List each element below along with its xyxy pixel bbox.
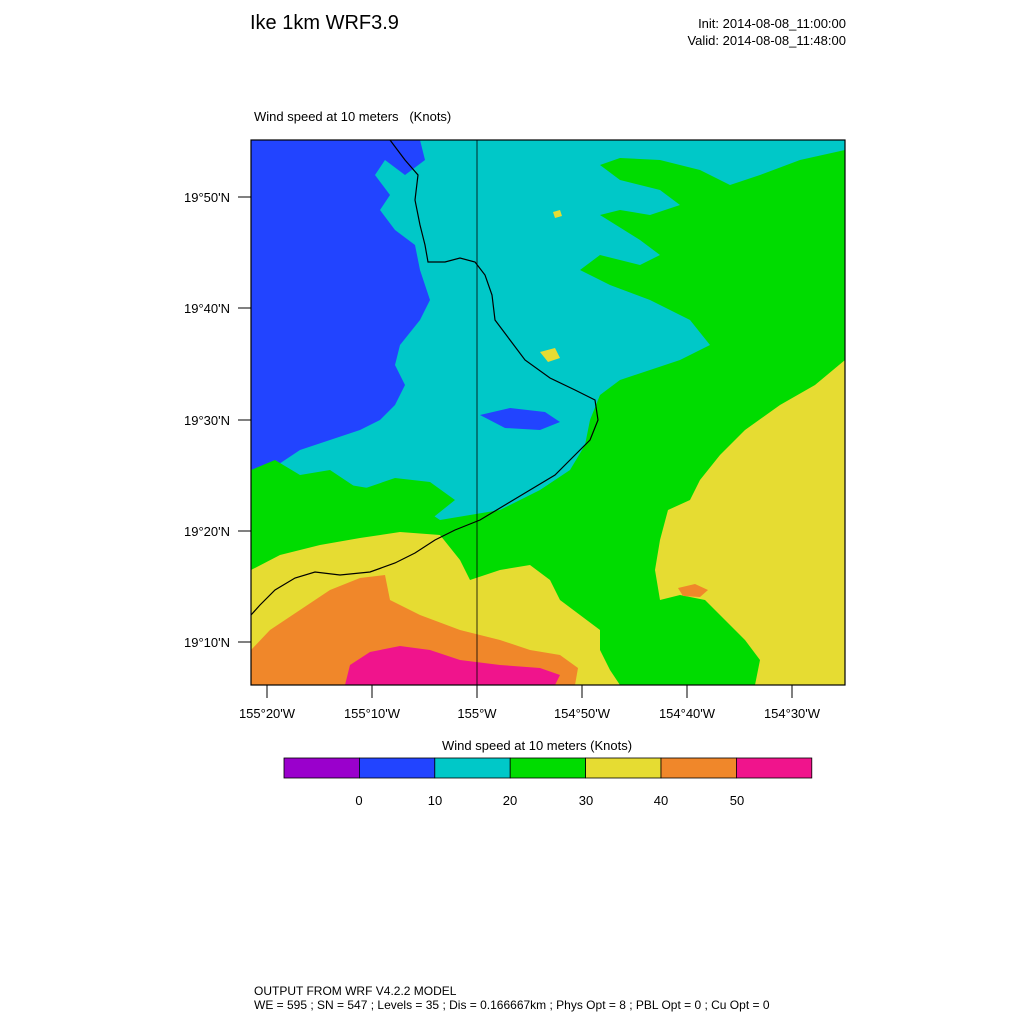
lon-label-155-10: 155°10'W [344, 706, 401, 721]
wind-region-30-40-east [655, 360, 845, 685]
map-frame [250, 139, 846, 686]
legend-swatch [283, 757, 360, 779]
legend-labels: 0 10 20 30 40 50 [355, 793, 744, 808]
plot-title: Ike 1km WRF3.9 [250, 12, 399, 34]
lon-label-154-30: 154°30'W [764, 706, 821, 721]
init-time: Init: 2014-08-08_11:00:00 [698, 16, 846, 31]
legend-label-0: 0 [355, 793, 362, 808]
legend-label-30: 30 [579, 793, 593, 808]
legend-label-10: 10 [428, 793, 442, 808]
coastline [251, 140, 599, 616]
legend-swatch [660, 757, 737, 779]
wind-patch-0-10-center [480, 408, 560, 430]
lat-label-19-30: 19°30'N [184, 413, 230, 428]
wind-region-40-50 [251, 575, 578, 685]
legend-swatch [585, 757, 662, 779]
wind-region-0-10 [251, 140, 430, 495]
footer-params: WE = 595 ; SN = 547 ; Levels = 35 ; Dis … [254, 998, 770, 1012]
wind-patch-30-40-north [553, 210, 562, 218]
wind-region-50-plus [345, 646, 560, 685]
wind-patch-40-50-east [678, 584, 708, 597]
lat-label-19-50: 19°50'N [184, 190, 230, 205]
legend-label-50: 50 [730, 793, 744, 808]
lon-label-155: 155°W [457, 706, 497, 721]
field-title: Wind speed at 10 meters (Knots) [254, 109, 452, 124]
lat-ticks: 19°50'N 19°40'N 19°30'N 19°20'N 19°10'N [184, 190, 251, 650]
legend-swatch [358, 757, 436, 779]
lat-label-19-10: 19°10'N [184, 635, 230, 650]
legend-swatch [434, 757, 511, 779]
wind-patch-10-20-east [530, 215, 620, 245]
wind-patch-30-40-mid [540, 348, 560, 362]
legend-label-20: 20 [503, 793, 517, 808]
legend-title: Wind speed at 10 meters (Knots) [442, 738, 633, 753]
legend-swatch [509, 757, 587, 779]
lon-label-154-50: 154°50'W [554, 706, 611, 721]
legend-label-40: 40 [654, 793, 668, 808]
lon-label-155-20: 155°20'W [239, 706, 296, 721]
legend-swatch [736, 757, 813, 779]
lat-label-19-40: 19°40'N [184, 301, 230, 316]
lon-ticks: 155°20'W 155°10'W 155°W 154°50'W 154°40'… [239, 685, 821, 721]
footer-model: OUTPUT FROM WRF V4.2.2 MODEL [254, 984, 457, 998]
lon-label-154-40: 154°40'W [659, 706, 716, 721]
legend-colorbar [283, 757, 813, 779]
wind-patch-10-20-east2 [500, 260, 590, 295]
lat-label-19-20: 19°20'N [184, 524, 230, 539]
valid-time: Valid: 2014-08-08_11:48:00 [687, 33, 846, 48]
